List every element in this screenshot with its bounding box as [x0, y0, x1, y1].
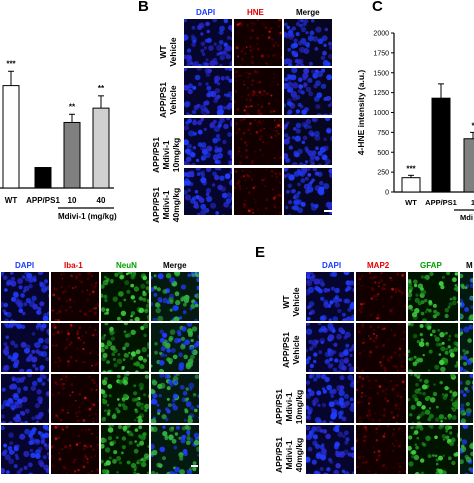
panel-b-tile-r4-dapi — [183, 167, 233, 216]
panel-e-col-merge: M — [466, 261, 473, 270]
panel-c-bar-2 — [464, 139, 474, 192]
panel-e-tile-r2-map2 — [355, 322, 407, 373]
panel-a-significance-2: ** — [69, 102, 76, 111]
panel-c-group-label: Mdi — [460, 213, 473, 222]
panel-b-scale-bar — [324, 210, 332, 212]
panel-b-tile-r4-merge — [283, 167, 333, 216]
panel-d-tile-r1-merge — [150, 271, 200, 322]
panel-a-tick-label-1: APP/PS1 — [26, 196, 60, 205]
panel-d-tile-r3-iba1 — [50, 373, 100, 424]
panel-a-significance-3: ** — [98, 84, 105, 93]
panel-e-tile-r2-dapi — [305, 322, 355, 373]
panel-e-tile-r4-dapi — [305, 424, 355, 475]
panel-e-tile-r4-map2 — [355, 424, 407, 475]
panel-a-group-label: Mdivi-1 (mg/kg) — [58, 212, 117, 221]
panel-d-tile-r2-neun — [100, 322, 150, 373]
panel-d-col-merge: Merge — [163, 261, 187, 270]
panel-c-ytick-label-4: 1000 — [373, 110, 389, 117]
panel-c-ylabel: 4-HNE intensity (a.u.) — [356, 70, 366, 156]
panel-c-tick-label-1: APP/PS1 — [425, 198, 457, 207]
panel-a-bar-2 — [64, 122, 80, 188]
panel-b-tile-r1-dapi — [183, 18, 233, 67]
panel-d-tile-r1-dapi — [0, 271, 50, 322]
panel-c-bar-0 — [402, 178, 420, 192]
panel-b-tile-r3-hne — [233, 117, 283, 166]
panel-d-col-dapi: DAPI — [15, 261, 34, 270]
panel-c-ytick-label-5: 1250 — [373, 90, 389, 97]
panel-d-col-iba1: Iba-1 — [64, 261, 83, 270]
panel-b-tile-r1-hne — [233, 18, 283, 67]
panel-d-tile-r2-iba1 — [50, 322, 100, 373]
panel-c-ytick-label-3: 750 — [377, 130, 389, 137]
panel-a-bar-3 — [93, 108, 109, 188]
panel-e-col-gfap: GFAP — [420, 261, 442, 270]
panel-b-tile-r2-dapi — [183, 67, 233, 116]
panel-c-chart: 0 250 500 750 1000 1250 1500 1750 2000 4-HNE inte… — [350, 0, 474, 250]
panel-b-col-merge: Merge — [296, 8, 320, 17]
panel-a-significance-0: *** — [6, 59, 16, 68]
panel-c-ytick-label-0: 0 — [385, 190, 389, 197]
panel-b-tile-r1-merge — [283, 18, 333, 67]
panel-e-tile-r4-gfap — [407, 424, 459, 475]
panel-b-tile-r2-hne — [233, 67, 283, 116]
panel-e-tile-r4-merge — [459, 424, 474, 475]
panel-c-ytick-label-8: 2000 — [373, 31, 389, 38]
panel-d-col-neun: NeuN — [116, 261, 137, 270]
panel-e-tile-r1-map2 — [355, 271, 407, 322]
panel-a-tick-label-3: 40 — [97, 196, 106, 205]
panel-e-tile-r2-merge — [459, 322, 474, 373]
panel-c-ytick-label-6: 1500 — [373, 70, 389, 77]
panel-a-tick-label-0: WT — [5, 196, 18, 205]
panel-d-tile-r2-merge — [150, 322, 200, 373]
panel-b-tile-r3-dapi — [183, 117, 233, 166]
panel-b-tile-r4-hne — [233, 167, 283, 216]
panel-d-tile-r4-merge — [150, 424, 200, 475]
panel-d-tile-r2-dapi — [0, 322, 50, 373]
panel-c-significance-0: *** — [406, 164, 416, 173]
panel-b-letter: B — [138, 0, 149, 15]
panel-e-tile-r3-gfap — [407, 373, 459, 424]
panel-e-letter: E — [255, 244, 265, 261]
panel-d-tile-r3-merge — [150, 373, 200, 424]
panel-c-ytick-label-7: 1750 — [373, 50, 389, 57]
panel-d-tile-r3-neun — [100, 373, 150, 424]
panel-b-col-hne: HNE — [247, 8, 264, 17]
panel-e-tile-r1-dapi — [305, 271, 355, 322]
panel-e-tile-r3-merge — [459, 373, 474, 424]
panel-d-tile-r1-neun — [100, 271, 150, 322]
panel-d-tile-r4-iba1 — [50, 424, 100, 475]
panel-a-tick-label-2: 10 — [68, 196, 77, 205]
panel-d-tile-r4-dapi — [0, 424, 50, 475]
panel-e-tile-r2-gfap — [407, 322, 459, 373]
panel-c-bar-1 — [432, 98, 450, 192]
panel-b-tile-r2-merge — [283, 67, 333, 116]
panel-a-bar-0 — [3, 86, 19, 188]
panel-e-tile-r1-gfap — [407, 271, 459, 322]
panel-d-tile-r1-iba1 — [50, 271, 100, 322]
panel-d-tile-r4-neun — [100, 424, 150, 475]
panel-b-tile-r3-merge — [283, 117, 333, 166]
panel-e-tile-r1-merge — [459, 271, 474, 322]
panel-b-col-dapi: DAPI — [196, 8, 215, 17]
panel-c-tick-label-0: WT — [405, 198, 417, 207]
panel-d-tile-r3-dapi — [0, 373, 50, 424]
panel-e-col-dapi: DAPI — [322, 261, 341, 270]
panel-c-ytick-label-2: 500 — [377, 150, 389, 157]
panel-e-tile-r3-dapi — [305, 373, 355, 424]
panel-e-tile-r3-map2 — [355, 373, 407, 424]
panel-d-scale-bar — [191, 465, 198, 467]
panel-c-ytick-label-1: 250 — [377, 170, 389, 177]
panel-a-bar-1 — [35, 168, 51, 188]
panel-e-col-map2: MAP2 — [367, 261, 389, 270]
